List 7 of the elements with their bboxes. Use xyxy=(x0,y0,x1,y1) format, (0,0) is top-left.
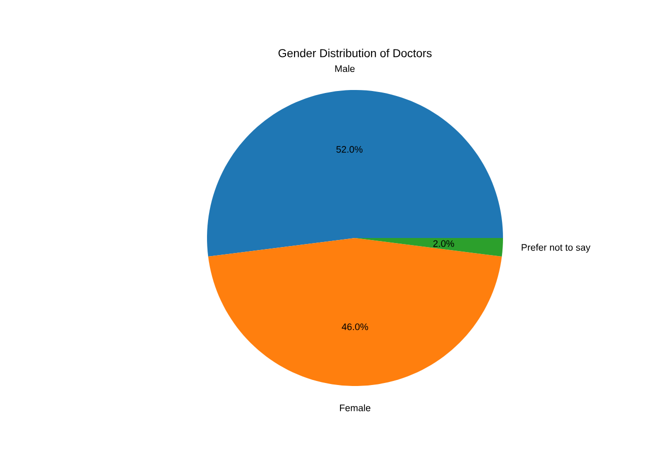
data-label: 46.0% xyxy=(342,323,368,330)
slice-label: Female xyxy=(340,404,370,412)
slice-label: Prefer not to say xyxy=(522,244,590,253)
data-label: 52.0% xyxy=(336,146,363,153)
data-label: 2.0% xyxy=(433,240,454,247)
chart-title: Gender Distribution of Doctors xyxy=(278,48,432,58)
slice-label: Male xyxy=(335,65,355,72)
